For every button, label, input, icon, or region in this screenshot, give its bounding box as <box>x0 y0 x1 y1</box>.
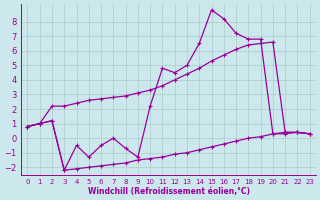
X-axis label: Windchill (Refroidissement éolien,°C): Windchill (Refroidissement éolien,°C) <box>88 187 250 196</box>
